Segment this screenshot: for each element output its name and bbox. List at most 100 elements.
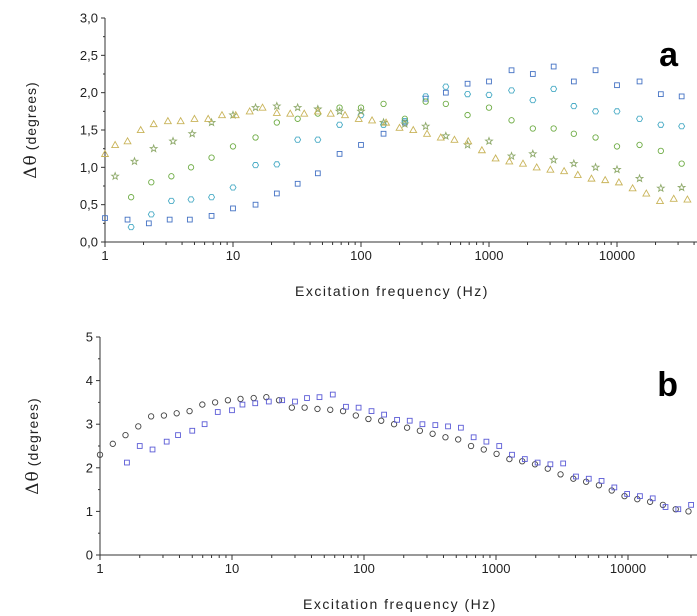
square-data-point bbox=[145, 220, 152, 227]
star-data-point bbox=[206, 117, 217, 127]
star-data-point bbox=[110, 171, 120, 181]
square-data-point bbox=[239, 401, 246, 408]
panel-a-x-axis-label: Excitation frequency (Hz) bbox=[295, 283, 489, 299]
square-data-point bbox=[394, 416, 400, 423]
x-tick-label: 10000 bbox=[599, 248, 635, 263]
square-data-point bbox=[611, 484, 618, 491]
star-data-point bbox=[187, 128, 197, 138]
panel-a-y-axis-symbol: Δθ bbox=[21, 154, 41, 179]
panel-b-y-axis-unit: (degrees) bbox=[25, 397, 41, 466]
square-data-point bbox=[592, 67, 599, 74]
circle-data-point bbox=[186, 407, 193, 415]
square-data-point bbox=[509, 451, 515, 458]
square-data-point bbox=[614, 82, 620, 89]
hexagon-data-point bbox=[570, 103, 578, 110]
triangle-data-point bbox=[409, 125, 418, 134]
star-data-point bbox=[334, 106, 345, 116]
hexagon-data-point bbox=[208, 194, 216, 201]
circle-data-point bbox=[336, 104, 343, 111]
y-tick-label: 2,0 bbox=[80, 85, 98, 100]
hexagon-data-point bbox=[127, 224, 135, 231]
hexagon-data-point bbox=[252, 162, 260, 169]
star-data-point bbox=[634, 173, 645, 183]
circle-data-point bbox=[550, 125, 557, 132]
y-tick-label: 0 bbox=[86, 548, 93, 563]
circle-data-point bbox=[199, 401, 206, 408]
panel-b-label: b bbox=[657, 366, 678, 404]
panel-b-data-points bbox=[96, 391, 694, 515]
circle-data-point bbox=[135, 423, 142, 430]
square-data-point bbox=[368, 408, 375, 414]
circle-data-point bbox=[237, 395, 244, 403]
hexagon-data-point bbox=[550, 85, 558, 92]
circle-data-point bbox=[250, 394, 257, 402]
square-data-point bbox=[636, 78, 643, 85]
square-data-point bbox=[230, 205, 236, 212]
circle-data-point bbox=[529, 125, 536, 132]
triangle-data-point bbox=[450, 135, 459, 143]
square-data-point bbox=[149, 446, 156, 453]
triangle-data-point bbox=[313, 107, 323, 115]
square-data-point bbox=[343, 403, 349, 410]
circle-data-point bbox=[127, 194, 135, 201]
star-data-point bbox=[484, 136, 494, 146]
circle-data-point bbox=[592, 134, 599, 141]
square-data-point bbox=[483, 438, 490, 445]
square-data-point bbox=[508, 67, 515, 74]
circle-data-point bbox=[416, 427, 424, 434]
hexagon-data-point bbox=[636, 115, 644, 122]
hexagon-data-point bbox=[678, 123, 686, 130]
triangle-data-point bbox=[464, 136, 473, 145]
triangle-data-point bbox=[422, 129, 432, 137]
circle-data-point bbox=[636, 141, 643, 149]
triangle-data-point bbox=[245, 107, 254, 115]
circle-data-point bbox=[657, 147, 664, 155]
circle-data-point bbox=[288, 404, 295, 411]
circle-data-point bbox=[357, 104, 365, 111]
square-data-point bbox=[678, 93, 685, 100]
square-data-point bbox=[294, 180, 301, 187]
x-tick-label: 10 bbox=[226, 248, 240, 263]
circle-data-point bbox=[147, 413, 155, 420]
x-tick-label: 100 bbox=[350, 248, 372, 263]
panel-a-chart: 0,00,51,01,52,02,53,0 1 10 100 1000 10000 a … bbox=[21, 11, 697, 299]
circle-data-point bbox=[224, 397, 232, 404]
star-data-point bbox=[528, 148, 538, 158]
square-data-point bbox=[189, 427, 196, 434]
triangle-data-point bbox=[286, 109, 295, 117]
x-tick-label: 100 bbox=[353, 561, 375, 576]
circle-data-point bbox=[467, 442, 475, 450]
circle-data-point bbox=[508, 117, 515, 124]
square-data-point bbox=[550, 63, 557, 70]
hexagon-data-point bbox=[294, 136, 302, 143]
hexagon-data-point bbox=[401, 117, 409, 125]
square-data-point bbox=[163, 438, 170, 445]
circle-data-point bbox=[480, 446, 487, 453]
y-tick-label: 1 bbox=[86, 504, 93, 519]
triangle-data-point bbox=[546, 165, 555, 173]
circle-data-point bbox=[442, 100, 449, 108]
circle-data-point bbox=[109, 440, 116, 447]
triangle-data-point bbox=[204, 114, 213, 122]
triangle-data-point bbox=[231, 110, 240, 119]
circle-data-point bbox=[678, 160, 685, 167]
y-tick-label: 2,5 bbox=[80, 48, 98, 63]
hexagon-data-point bbox=[657, 121, 665, 128]
panel-a-series-triangle bbox=[100, 103, 692, 204]
triangle-data-point bbox=[642, 189, 651, 197]
star-data-point bbox=[356, 106, 366, 116]
hexagon-data-point bbox=[336, 121, 344, 128]
panel-a-label: a bbox=[659, 36, 679, 74]
square-data-point bbox=[521, 456, 528, 462]
square-data-point bbox=[486, 78, 492, 85]
square-data-point bbox=[570, 78, 577, 85]
y-tick-label: 4 bbox=[86, 373, 93, 388]
circle-data-point bbox=[339, 407, 347, 415]
triangle-data-point bbox=[163, 116, 173, 125]
panel-b-y-ticks: 0 1 2 3 4 5 bbox=[86, 330, 100, 563]
y-tick-label: 3,0 bbox=[80, 11, 98, 26]
panel-a-y-axis-unit: (degrees) bbox=[23, 81, 39, 150]
square-data-point bbox=[316, 394, 323, 401]
